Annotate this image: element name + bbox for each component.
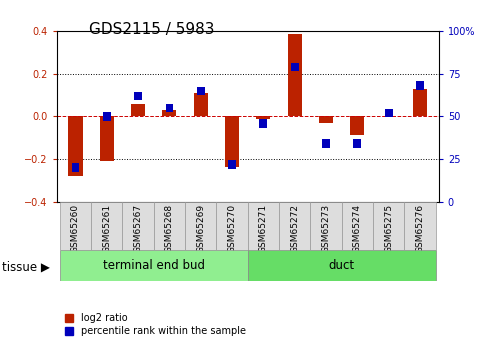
Bar — [259, 119, 267, 128]
Bar — [291, 63, 299, 71]
Text: GDS2115 / 5983: GDS2115 / 5983 — [89, 22, 214, 37]
Text: GSM65270: GSM65270 — [228, 204, 237, 253]
Bar — [134, 92, 142, 100]
Bar — [197, 87, 205, 95]
Bar — [60, 202, 91, 250]
Bar — [194, 93, 208, 117]
Bar — [248, 250, 436, 281]
Bar — [385, 109, 392, 117]
Bar — [287, 34, 302, 117]
Bar — [122, 202, 154, 250]
Bar — [166, 104, 174, 112]
Bar — [413, 89, 427, 117]
Bar — [279, 202, 311, 250]
Text: GSM65268: GSM65268 — [165, 204, 174, 253]
Bar — [256, 117, 271, 119]
Text: GSM65260: GSM65260 — [71, 204, 80, 253]
Bar — [416, 81, 424, 90]
Bar — [103, 112, 111, 121]
Legend: log2 ratio, percentile rank within the sample: log2 ratio, percentile rank within the s… — [62, 309, 250, 340]
Bar — [351, 117, 364, 135]
Text: GSM65261: GSM65261 — [103, 204, 111, 253]
Text: GSM65271: GSM65271 — [259, 204, 268, 253]
Text: GSM65267: GSM65267 — [134, 204, 142, 253]
Bar — [154, 202, 185, 250]
Bar — [248, 202, 279, 250]
Bar — [100, 117, 114, 161]
Bar — [353, 139, 361, 148]
Bar — [373, 202, 404, 250]
Bar — [228, 160, 236, 168]
Bar — [342, 202, 373, 250]
Bar — [319, 117, 333, 123]
Text: GSM65272: GSM65272 — [290, 204, 299, 253]
Bar — [225, 117, 239, 167]
Bar — [185, 202, 216, 250]
Text: tissue ▶: tissue ▶ — [2, 261, 50, 274]
Text: GSM65275: GSM65275 — [384, 204, 393, 253]
Bar — [131, 104, 145, 117]
Bar — [60, 250, 248, 281]
Bar — [69, 117, 82, 176]
Text: GSM65269: GSM65269 — [196, 204, 205, 253]
Text: GSM65276: GSM65276 — [416, 204, 424, 253]
Bar — [322, 139, 330, 148]
Bar — [162, 110, 176, 117]
Text: duct: duct — [329, 259, 355, 272]
Bar — [311, 202, 342, 250]
Text: GSM65273: GSM65273 — [321, 204, 330, 253]
Text: terminal end bud: terminal end bud — [103, 259, 205, 272]
Bar — [71, 164, 79, 172]
Bar — [91, 202, 122, 250]
Text: GSM65274: GSM65274 — [353, 204, 362, 253]
Bar — [216, 202, 248, 250]
Bar — [404, 202, 436, 250]
